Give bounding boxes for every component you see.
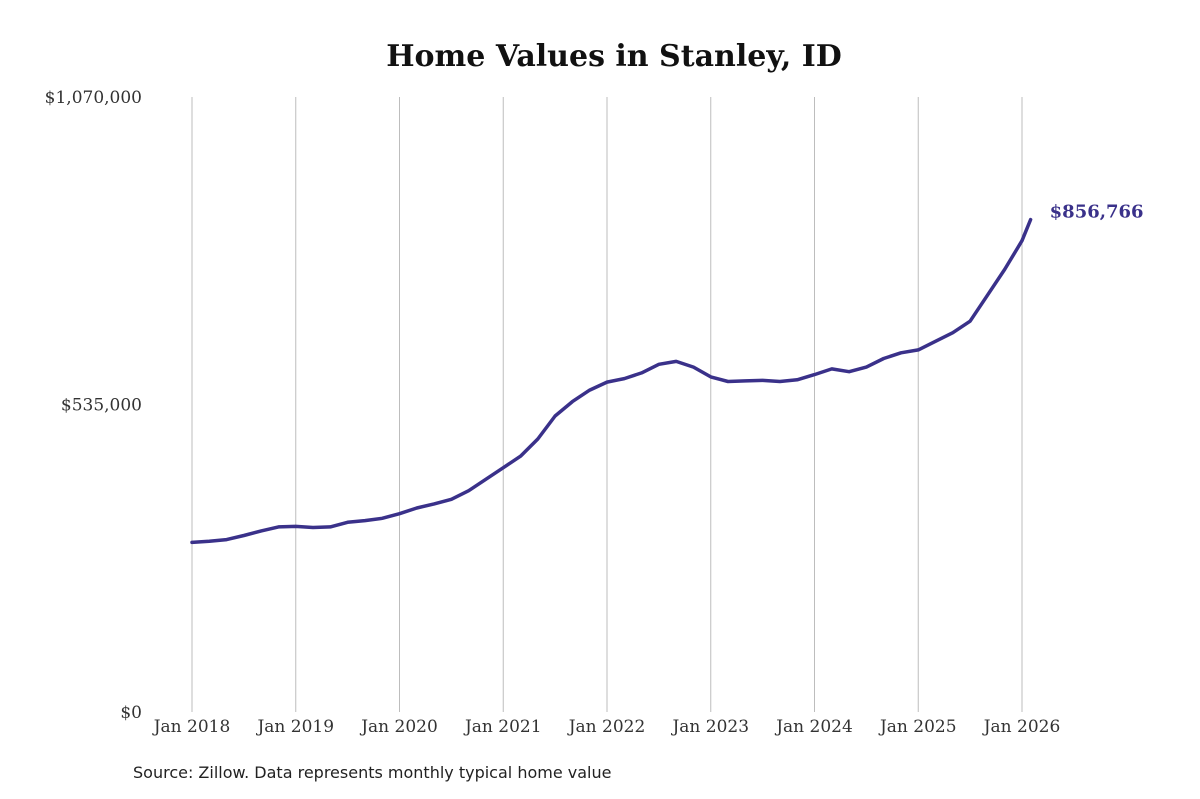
series-group [190, 217, 1033, 545]
y-tick-label: $0 [120, 703, 142, 723]
x-tick-label: Jan 2026 [982, 717, 1061, 737]
x-tick-label: Jan 2020 [359, 717, 438, 737]
x-tick-label: Jan 2018 [152, 717, 231, 737]
x-tick-label: Jan 2021 [463, 717, 542, 737]
y-tick-label: $1,070,000 [45, 88, 142, 108]
x-tick-label: Jan 2025 [878, 717, 957, 737]
end-value-label-group: $856,766 [1050, 202, 1144, 223]
x-tick-label: Jan 2024 [774, 717, 853, 737]
x-tick-label: Jan 2019 [255, 717, 334, 737]
x-axis-ticks: Jan 2018 Jan 2019 Jan 2020 Jan 2021 Jan 2022… [152, 717, 1061, 737]
x-tick-label: Jan 2023 [670, 717, 749, 737]
gridlines [191, 97, 1023, 712]
series-line [190, 217, 1033, 545]
y-tick-label: $535,000 [61, 396, 142, 416]
x-tick-label: Jan 2022 [567, 717, 646, 737]
chart-title: Home Values in Stanley, ID [386, 39, 842, 74]
y-axis-ticks: $0 $535,000 $1,070,000 [45, 88, 142, 723]
end-value-label: $856,766 [1050, 202, 1144, 223]
source-note: Source: Zillow. Data represents monthly … [133, 763, 612, 782]
